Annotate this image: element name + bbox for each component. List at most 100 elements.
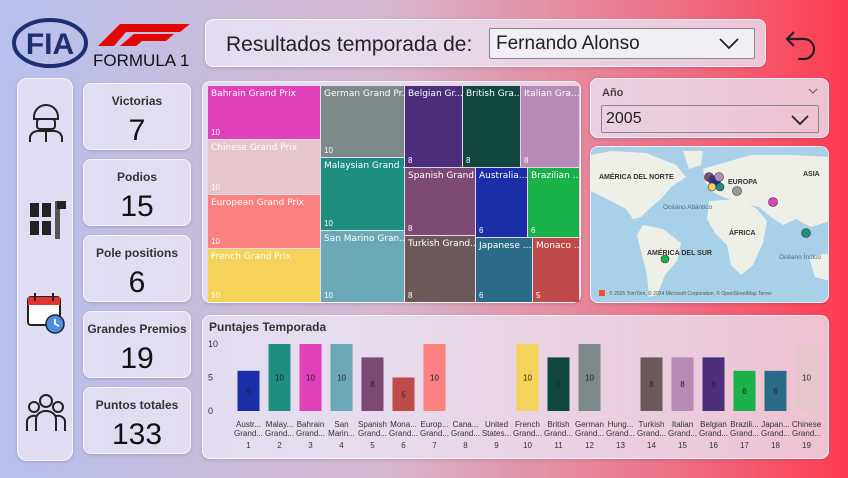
fia-logo-text: FIA	[26, 28, 74, 61]
calendar-icon[interactable]	[26, 291, 66, 337]
fia-logo: FIA	[12, 18, 88, 68]
treemap-cell[interactable]: San Marino Gran... 10	[321, 230, 404, 302]
y-tick-label: 10	[208, 339, 218, 349]
treemap-cell-label: Australia...	[479, 171, 527, 181]
x-tick-label: Japan...	[761, 420, 789, 429]
kpi-value: 7	[128, 114, 146, 147]
treemap-cell-value: 8	[408, 291, 413, 300]
treemap-cell[interactable]: Italian Gra... 8	[521, 86, 579, 167]
x-tick-round: 11	[554, 441, 563, 450]
bar[interactable]	[268, 344, 291, 411]
treemap-cell[interactable]: Turkish Grand... 8	[405, 236, 475, 302]
x-tick-label: Belgian	[700, 420, 727, 429]
bar[interactable]	[578, 344, 601, 411]
kpi-label: Puntos totales	[95, 398, 179, 412]
map-marker[interactable]	[660, 254, 670, 264]
x-tick-round: 17	[740, 441, 749, 450]
x-tick-label: Grand...	[699, 429, 728, 438]
treemap-cell-label: San Marino Gran...	[324, 233, 404, 244]
map-marker[interactable]	[707, 182, 717, 192]
treemap-cell[interactable]: Malaysian Grand ... 10	[321, 158, 404, 230]
map-marker[interactable]	[732, 186, 742, 196]
treemap-cell[interactable]: Belgian Gr... 8	[405, 86, 462, 167]
kpi-label: Podios	[116, 170, 157, 184]
bar[interactable]	[733, 370, 756, 411]
x-tick-round: 18	[771, 441, 780, 450]
x-tick-label: United	[485, 420, 508, 429]
kpi-value: 15	[120, 190, 154, 223]
treemap-cell[interactable]: Australia... 6	[476, 168, 527, 237]
treemap-cell-label: Brazilian ...	[531, 171, 579, 181]
map-marker[interactable]	[768, 197, 778, 207]
treemap-cell-value: 10	[211, 236, 220, 246]
treemap-cell-value: 8	[408, 224, 413, 233]
treemap-cell[interactable]: European Grand Prix 10	[208, 194, 320, 248]
x-tick-label: Hung...	[608, 420, 634, 429]
y-tick-label: 0	[208, 406, 213, 416]
bar[interactable]	[237, 370, 260, 411]
bar[interactable]	[764, 370, 787, 411]
bar[interactable]	[547, 357, 570, 411]
x-tick-round: 9	[494, 441, 499, 450]
kpi-label: Pole positions	[95, 246, 178, 260]
map-marker[interactable]	[801, 228, 811, 238]
formula1-logo: FORMULA 1	[93, 24, 190, 70]
x-tick-label: Grand...	[668, 429, 697, 438]
bar-value-label: 5	[401, 390, 406, 399]
treemap-cell-value: 10	[324, 146, 333, 156]
team-icon[interactable]	[26, 389, 66, 435]
map-marker[interactable]	[715, 182, 725, 192]
bar[interactable]	[423, 344, 446, 411]
x-tick-round: 6	[401, 441, 406, 450]
treemap-cell[interactable]: Japanese ... 6	[476, 238, 532, 302]
bar[interactable]	[361, 357, 384, 411]
sidebar-nav	[17, 78, 73, 461]
treemap-cell[interactable]: British Gra... 8	[463, 86, 520, 167]
chevron-down-icon[interactable]	[808, 87, 818, 95]
treemap-cell[interactable]: Monaco ... 5	[533, 238, 579, 302]
driver-icon[interactable]	[26, 97, 66, 143]
map-canvas[interactable]: AMÉRICA DEL NORTE EUROPA ASIA Océano Atl…	[591, 147, 829, 303]
bar-value-label: 6	[742, 387, 747, 396]
x-tick-round: 16	[709, 441, 718, 450]
treemap-cell[interactable]: Brazilian ... 6	[528, 168, 579, 237]
treemap-cell-label: Italian Gra...	[524, 89, 579, 99]
back-arrow-icon[interactable]	[784, 26, 818, 60]
x-tick-round: 8	[463, 441, 468, 450]
treemap-cell[interactable]: French Grand Prix 10	[208, 248, 320, 302]
x-tick-round: 15	[678, 441, 687, 450]
bar[interactable]	[392, 377, 415, 412]
bar[interactable]	[516, 344, 539, 411]
kpi-podios: Podios 15	[83, 159, 191, 226]
bar[interactable]	[330, 344, 353, 411]
treemap-cell[interactable]: Bahrain Grand Prix 10	[208, 86, 320, 140]
treemap-cell-value: 10	[324, 290, 333, 300]
bar[interactable]	[702, 357, 725, 411]
cars-grid-icon[interactable]	[26, 197, 66, 243]
treemap-cell-label: Chinese Grand Prix	[211, 143, 298, 154]
kpi-label: Grandes Premios	[87, 322, 187, 336]
x-tick-label: Grand...	[637, 429, 666, 438]
treemap-cell-value: 5	[536, 291, 541, 300]
chevron-down-icon	[791, 115, 809, 126]
bar[interactable]	[299, 344, 322, 411]
map-marker[interactable]	[714, 172, 724, 182]
bar-value-label: 10	[275, 374, 284, 383]
bar[interactable]	[795, 344, 818, 411]
map-attribution: © 2025 TomTom, © 2024 Microsoft Corporat…	[609, 290, 772, 297]
driver-dropdown[interactable]: Fernando Alonso	[489, 28, 755, 59]
treemap-cell[interactable]: Chinese Grand Prix 10	[208, 140, 320, 194]
world-map[interactable]: AMÉRICA DEL NORTE EUROPA ASIA Océano Atl…	[590, 146, 829, 303]
x-tick-label: Grand...	[761, 429, 790, 438]
treemap-cell-value: 10	[211, 291, 220, 300]
treemap-cell-label: Bahrain Grand Prix	[211, 89, 296, 99]
year-dropdown[interactable]: 2005	[601, 105, 819, 133]
treemap-cell-value: 10	[211, 182, 220, 192]
page-title: Resultados temporada de:	[226, 33, 473, 56]
x-tick-round: 14	[647, 441, 656, 450]
bar[interactable]	[671, 357, 694, 411]
treemap-cell[interactable]: Spanish Grand... 8	[405, 168, 475, 235]
bar[interactable]	[640, 357, 663, 411]
treemap-cell[interactable]: German Grand Pr... 10	[321, 86, 404, 158]
treemap-cell-value: 6	[479, 291, 484, 300]
